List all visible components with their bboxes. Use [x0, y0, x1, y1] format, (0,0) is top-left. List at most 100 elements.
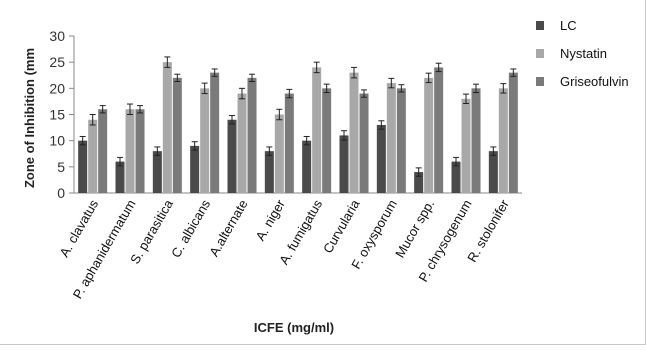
bar-lc-10	[451, 161, 461, 193]
error-bar-nystatin-9	[425, 72, 432, 84]
error-bar-nystatin-3	[201, 82, 208, 95]
error-bar-lc-3	[191, 141, 198, 151]
y-axis-title: Zone of Inhibition (mm	[22, 48, 37, 188]
bar-nystatin-8	[386, 83, 396, 193]
legend-swatch	[536, 49, 544, 58]
error-bar-griseofulvin-3	[211, 68, 218, 77]
bar-lc-11	[488, 151, 498, 193]
y-ticks: 0 5 10 15 20 25 30	[49, 28, 74, 201]
error-bar-lc-0	[79, 135, 86, 146]
x-tick-label: A.alternate	[206, 197, 250, 259]
bar-nystatin-0	[88, 119, 98, 193]
legend-label: Nystatin	[560, 46, 607, 61]
legend-label: Griseofulvin	[560, 74, 629, 89]
legend: LC Nystatin Griseofulvin	[536, 18, 629, 89]
error-bar-lc-2	[154, 146, 161, 156]
bar-lc-8	[376, 124, 386, 193]
legend-swatch	[536, 77, 544, 86]
bar-nystatin-4	[237, 93, 247, 193]
bar-nystatin-11	[498, 88, 508, 193]
error-bar-griseofulvin-2	[174, 73, 181, 83]
bar-nystatin-2	[162, 62, 172, 193]
error-bar-lc-9	[415, 167, 422, 177]
error-bar-griseofulvin-10	[473, 83, 479, 94]
error-bar-lc-4	[229, 115, 235, 125]
bar-lc-2	[152, 151, 162, 193]
bar-griseofulvin-7	[359, 93, 369, 193]
bar-griseofulvin-11	[508, 72, 518, 193]
bar-lc-7	[339, 135, 349, 193]
error-bar-nystatin-10	[463, 93, 469, 105]
bar-griseofulvin-0	[98, 109, 108, 193]
error-bars	[79, 56, 517, 177]
error-bar-griseofulvin-4	[249, 73, 255, 83]
error-bar-griseofulvin-11	[510, 68, 517, 77]
error-bar-griseofulvin-9	[435, 62, 442, 73]
error-bar-griseofulvin-1	[137, 105, 143, 114]
bar-griseofulvin-2	[172, 77, 182, 193]
error-bar-griseofulvin-5	[286, 88, 293, 99]
bar-lc-5	[264, 151, 274, 193]
error-bar-lc-1	[117, 156, 123, 167]
bar-nystatin-7	[349, 72, 359, 193]
y-tick-label: 20	[49, 80, 65, 96]
y-tick-label: 0	[57, 185, 65, 201]
legend-label: LC	[560, 18, 577, 33]
y-tick-label: 15	[49, 107, 65, 123]
bar-nystatin-5	[274, 114, 284, 193]
legend-item-nystatin: Nystatin	[536, 46, 607, 61]
bar-griseofulvin-5	[284, 93, 294, 193]
x-tick-label: Curvularia	[320, 196, 363, 255]
x-tick-label: A. niger	[253, 196, 289, 243]
bar-griseofulvin-9	[434, 67, 444, 193]
y-tick-label: 25	[49, 54, 65, 70]
bar-nystatin-3	[200, 88, 210, 193]
error-bar-nystatin-4	[239, 87, 245, 100]
bar-nystatin-1	[125, 109, 135, 193]
error-bar-nystatin-5	[276, 108, 283, 121]
bar-griseofulvin-3	[210, 72, 220, 193]
y-tick-label: 5	[57, 159, 65, 175]
error-bar-griseofulvin-6	[323, 83, 330, 94]
bar-nystatin-6	[312, 67, 322, 193]
error-bar-lc-11	[490, 146, 497, 156]
axes: 0 5 10 15 20 25 30	[49, 28, 522, 201]
bar-griseofulvin-6	[322, 88, 332, 193]
error-bar-nystatin-1	[127, 103, 133, 115]
error-bar-nystatin-6	[313, 61, 320, 74]
error-bar-lc-6	[303, 135, 310, 146]
bar-lc-3	[190, 145, 200, 193]
error-bar-nystatin-2	[164, 56, 171, 68]
error-bar-lc-8	[378, 120, 385, 130]
bar-griseofulvin-4	[247, 77, 257, 193]
legend-item-griseofulvin: Griseofulvin	[536, 74, 629, 89]
bar-nystatin-10	[461, 98, 471, 193]
x-axis-title: ICFE (mg/ml)	[254, 320, 334, 335]
error-bar-lc-5	[266, 146, 273, 156]
bar-lc-1	[115, 161, 125, 193]
bar-nystatin-9	[424, 77, 434, 193]
error-bar-lc-7	[341, 130, 347, 141]
bar-griseofulvin-1	[135, 109, 145, 193]
bar-lc-9	[414, 172, 424, 193]
error-bar-griseofulvin-0	[99, 105, 106, 114]
bars	[78, 62, 518, 193]
y-tick-label: 10	[49, 133, 65, 149]
bar-griseofulvin-10	[471, 88, 481, 193]
error-bar-nystatin-0	[89, 114, 96, 126]
error-bar-nystatin-7	[351, 66, 357, 79]
legend-swatch	[536, 21, 544, 30]
error-bar-nystatin-8	[388, 77, 395, 89]
bar-lc-6	[302, 140, 312, 193]
error-bar-nystatin-11	[500, 83, 507, 94]
y-tick-label: 30	[49, 28, 65, 44]
legend-item-lc: LC	[536, 18, 577, 33]
error-bar-lc-10	[453, 156, 459, 167]
error-bar-griseofulvin-7	[361, 89, 367, 98]
bar-griseofulvin-8	[396, 88, 406, 193]
bar-lc-0	[78, 140, 88, 193]
bar-lc-4	[227, 119, 237, 193]
